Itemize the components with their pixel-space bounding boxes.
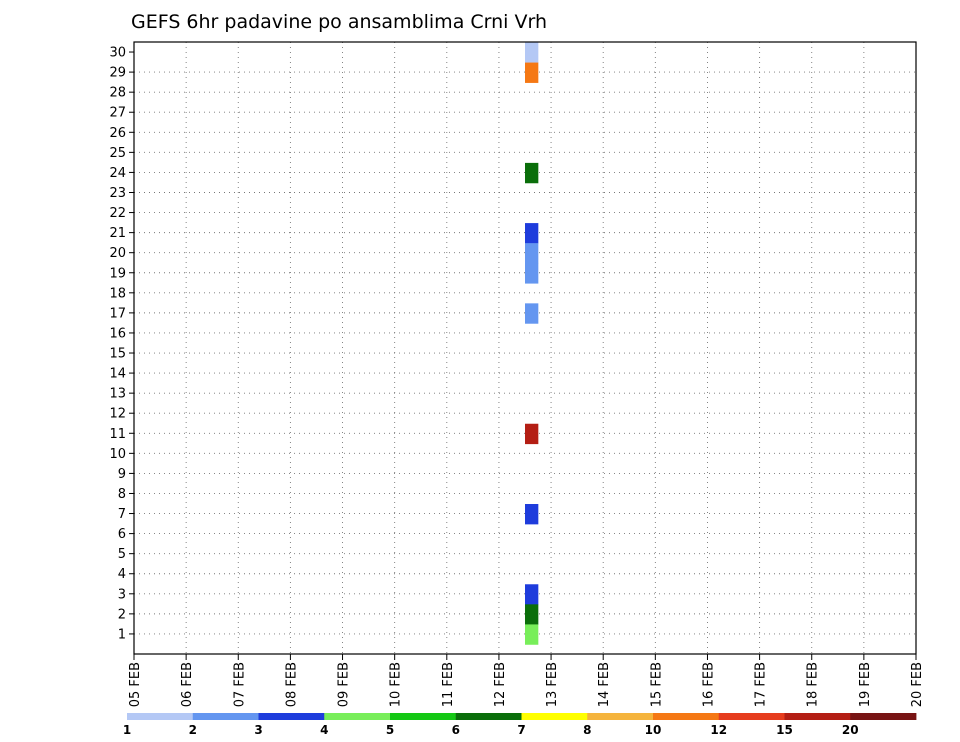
precip-cell (525, 303, 539, 324)
colorbar-label: 20 (842, 723, 859, 737)
y-tick-label: 27 (109, 106, 126, 121)
x-tick-label: 12 FEB (493, 662, 508, 707)
plot-frame (133, 41, 917, 655)
x-tick-label: 06 FEB (180, 662, 195, 707)
colorbar-swatch (850, 713, 917, 720)
precip-cell (525, 263, 539, 284)
colorbar-label: 6 (452, 723, 460, 737)
x-tick-label: 20 FEB (910, 662, 925, 707)
y-tick-label: 8 (118, 487, 126, 502)
y-tick-label: 9 (118, 467, 126, 482)
y-tick-label: 23 (109, 186, 126, 201)
precip-cell (525, 504, 539, 525)
y-tick-label: 14 (109, 367, 126, 382)
colorbar-label: 2 (189, 723, 197, 737)
x-tick-label: 05 FEB (128, 662, 143, 707)
y-tick-label: 30 (109, 46, 126, 61)
precip-cell (525, 223, 539, 244)
colorbar-label: 1 (123, 723, 131, 737)
gridlines (134, 42, 916, 654)
x-tick-label: 15 FEB (649, 662, 664, 707)
x-tick-label: 13 FEB (545, 662, 560, 707)
x-tick-label: 08 FEB (284, 662, 299, 707)
colorbar-label: 10 (645, 723, 662, 737)
colorbar-label: 7 (517, 723, 525, 737)
y-tick-label: 1 (118, 627, 126, 642)
colorbar-swatch (653, 713, 720, 720)
y-tick-label: 15 (109, 347, 126, 362)
x-tick-label: 17 FEB (754, 662, 769, 707)
precip-cell (525, 423, 539, 445)
y-tick-label: 29 (109, 66, 126, 81)
x-tick-label: 14 FEB (597, 662, 612, 707)
x-axis-ticks: 05 FEB 06 FEB 07 FEB 08 FEB 09 FEB 10 FEB 11 F… (128, 654, 925, 707)
colorbar-swatch (587, 713, 654, 720)
colorbar-swatch (258, 713, 325, 720)
precip-cell (525, 162, 539, 184)
precip-cell (525, 604, 539, 625)
y-tick-label: 2 (118, 607, 126, 622)
x-tick-label: 18 FEB (806, 662, 821, 707)
y-tick-label: 7 (118, 507, 126, 522)
y-tick-label: 4 (118, 567, 126, 582)
precip-cell (525, 584, 539, 605)
x-tick-label: 19 FEB (858, 662, 873, 707)
y-tick-label: 20 (109, 246, 126, 261)
y-tick-label: 12 (109, 407, 126, 422)
colorbar: 1 2 3 4 5 6 7 8 10 12 15 20 (123, 713, 917, 737)
y-tick-label: 24 (109, 166, 126, 181)
y-tick-label: 17 (109, 306, 126, 321)
precip-cell (525, 624, 539, 645)
colorbar-swatch (192, 713, 259, 720)
colorbar-swatch (718, 713, 785, 720)
y-tick-label: 3 (118, 587, 126, 602)
colorbar-swatch (784, 713, 851, 720)
colorbar-label: 4 (320, 723, 328, 737)
colorbar-swatch (324, 713, 391, 720)
colorbar-label: 8 (583, 723, 591, 737)
y-axis-ticks: 1234567891011121314151617181920212223242… (109, 46, 134, 642)
y-tick-label: 28 (109, 86, 126, 101)
colorbar-label: 5 (386, 723, 394, 737)
precip-cell (525, 42, 539, 63)
x-tick-label: 07 FEB (232, 662, 247, 707)
x-tick-label: 09 FEB (337, 662, 352, 707)
colorbar-swatch (390, 713, 457, 720)
y-tick-label: 5 (118, 547, 126, 562)
colorbar-label: 15 (776, 723, 793, 737)
y-tick-label: 26 (109, 126, 126, 141)
y-tick-label: 25 (109, 146, 126, 161)
precipitation-cells (525, 42, 539, 645)
y-tick-label: 6 (118, 527, 126, 542)
y-tick-label: 13 (109, 387, 126, 402)
colorbar-label: 3 (254, 723, 262, 737)
y-tick-label: 19 (109, 266, 126, 281)
chart-title: GEFS 6hr padavine po ansamblima Crni Vrh (131, 11, 547, 33)
y-tick-label: 18 (109, 286, 126, 301)
y-tick-label: 11 (109, 427, 126, 442)
colorbar-label: 12 (710, 723, 727, 737)
y-tick-label: 16 (109, 326, 126, 341)
colorbar-swatch (455, 713, 522, 720)
y-tick-label: 10 (109, 447, 126, 462)
y-tick-label: 22 (109, 206, 126, 221)
x-tick-label: 10 FEB (389, 662, 404, 707)
precip-cell (525, 62, 539, 83)
x-tick-label: 11 FEB (441, 662, 456, 707)
precip-cell (525, 243, 539, 264)
colorbar-swatch (521, 713, 588, 720)
colorbar-swatch (127, 713, 194, 720)
x-tick-label: 16 FEB (701, 662, 716, 707)
y-tick-label: 21 (109, 226, 126, 241)
